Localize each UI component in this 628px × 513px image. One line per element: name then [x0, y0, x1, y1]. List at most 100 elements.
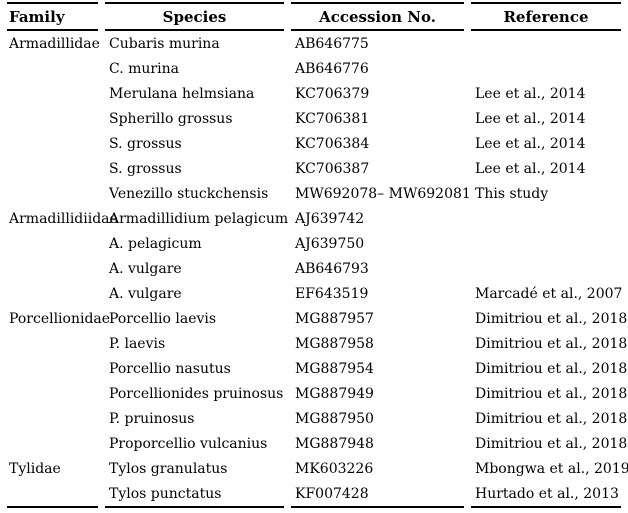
- cell-accession: MG887949: [295, 385, 374, 402]
- cell-accession: MK603226: [295, 460, 374, 477]
- cell-species: Porcellionides pruinosus: [109, 385, 284, 402]
- cell-species: A. vulgare: [109, 260, 182, 277]
- cell-species: Proporcellio vulcanius: [109, 435, 268, 452]
- table-row: Porcellionidae Porcellio laevis MG887957…: [7, 306, 628, 331]
- cell-species: Spherillo grossus: [109, 110, 233, 127]
- cell-reference: [471, 31, 621, 56]
- cell-family: [7, 281, 98, 306]
- cell-reference: Dimitriou et al., 2018: [475, 335, 628, 352]
- cell-accession: MG887950: [295, 410, 374, 427]
- cell-species: Porcellio laevis: [109, 310, 217, 327]
- table-row: Proporcellio vulcanius MG887948 Dimitrio…: [7, 431, 628, 456]
- column-header-accession: Accession No.: [291, 2, 464, 31]
- cell-accession: AB646793: [295, 260, 369, 277]
- cell-accession: KC706387: [295, 160, 370, 177]
- cell-reference: Hurtado et al., 2013: [471, 481, 621, 508]
- cell-family: [7, 381, 98, 406]
- cell-species: P. laevis: [109, 335, 166, 352]
- cell-reference: Dimitriou et al., 2018: [475, 410, 628, 427]
- cell-accession: AJ639742: [295, 210, 365, 227]
- table-row: Tylidae Tylos granulatus MK603226 Mbongw…: [7, 456, 628, 481]
- table-row: Venezillo stuckchensis MW692078– MW69208…: [7, 181, 621, 206]
- cell-species: Merulana helmsiana: [109, 85, 255, 102]
- cell-family: Tylidae: [9, 460, 61, 477]
- cell-accession: AB646776: [295, 60, 369, 77]
- cell-accession: EF643519: [295, 285, 369, 302]
- cell-accession: MG887954: [295, 360, 374, 377]
- cell-reference: Lee et al., 2014: [475, 160, 586, 177]
- cell-species: A. pelagicum: [109, 235, 202, 252]
- table-row: Armadillidae Cubaris murina AB646775: [7, 31, 621, 56]
- cell-accession: AJ639750: [295, 235, 365, 252]
- table-row: P. pruinosus MG887950 Dimitriou et al., …: [7, 406, 628, 431]
- cell-reference: This study: [475, 185, 549, 202]
- cell-family: [7, 406, 98, 431]
- column-header-species: Species: [105, 2, 284, 31]
- column-header-reference: Reference: [471, 2, 621, 31]
- table-row: Porcellio nasutus MG887954 Dimitriou et …: [7, 356, 627, 381]
- cell-species: Venezillo stuckchensis: [109, 185, 269, 202]
- table-row: S. grossus KC706387 Lee et al., 2014: [7, 156, 621, 181]
- table-row: A. pelagicum AJ639750: [7, 231, 621, 256]
- cell-accession: KC706384: [295, 135, 370, 152]
- cell-accession: MG887958: [295, 335, 374, 352]
- cell-reference: [471, 256, 621, 281]
- cell-family: [7, 156, 98, 181]
- cell-species: Porcellio nasutus: [109, 360, 231, 377]
- cell-family: [7, 131, 98, 156]
- cell-species: Tylos granulatus: [109, 460, 228, 477]
- table-row: Merulana helmsiana KC706379 Lee et al., …: [7, 81, 621, 106]
- cell-accession: MG887957: [295, 310, 374, 327]
- cell-species: C. murina: [109, 60, 179, 77]
- cell-accession: AB646775: [295, 35, 369, 52]
- cell-family: [7, 81, 98, 106]
- cell-reference: Dimitriou et al., 2018: [475, 435, 628, 452]
- table-row: C. murina AB646776: [7, 56, 621, 81]
- cell-reference: Mbongwa et al., 2019: [475, 460, 628, 477]
- cell-accession: MW692078– MW692081: [295, 185, 471, 202]
- cell-reference: Marcadé et al., 2007: [475, 285, 623, 302]
- table-row: A. vulgare AB646793: [7, 256, 621, 281]
- column-header-family: Family: [7, 2, 98, 31]
- cell-family: [7, 231, 98, 256]
- cell-family: [7, 331, 98, 356]
- cell-reference: Lee et al., 2014: [475, 85, 586, 102]
- cell-accession: KC706379: [295, 85, 370, 102]
- cell-accession: MG887948: [295, 435, 374, 452]
- cell-reference: [471, 206, 621, 231]
- header-row: Family Species Accession No. Reference: [7, 2, 621, 31]
- cell-family: [7, 181, 98, 206]
- table-row: Armadillidiidae Armadillidium pelagicum …: [7, 206, 621, 231]
- cell-family: [7, 256, 98, 281]
- cell-family: [7, 356, 98, 381]
- cell-reference: [471, 56, 621, 81]
- cell-species: Armadillidium pelagicum: [109, 210, 289, 227]
- table-row: A. vulgare EF643519 Marcadé et al., 2007: [7, 281, 623, 306]
- cell-species: P. pruinosus: [109, 410, 195, 427]
- cell-family: [7, 431, 98, 456]
- cell-species: S. grossus: [109, 135, 182, 152]
- cell-family: Armadillidae: [9, 35, 100, 52]
- table-row: Spherillo grossus KC706381 Lee et al., 2…: [7, 106, 621, 131]
- cell-species: S. grossus: [109, 160, 182, 177]
- cell-reference: Dimitriou et al., 2018: [475, 310, 628, 327]
- cell-accession: KC706381: [295, 110, 370, 127]
- cell-reference: Lee et al., 2014: [475, 110, 586, 127]
- table-row: Porcellionides pruinosus MG887949 Dimitr…: [7, 381, 628, 406]
- cell-species: A. vulgare: [109, 285, 182, 302]
- cell-species: Tylos punctatus: [105, 481, 284, 508]
- table-row: P. laevis MG887958 Dimitriou et al., 201…: [7, 331, 628, 356]
- cell-reference: [471, 231, 621, 256]
- cell-family: Armadillidiidae: [9, 210, 118, 227]
- cell-family: [7, 481, 98, 508]
- cell-reference: Lee et al., 2014: [475, 135, 586, 152]
- cell-accession: KF007428: [291, 481, 464, 508]
- cell-reference: Dimitriou et al., 2018: [475, 385, 628, 402]
- cell-species: Cubaris murina: [109, 35, 220, 52]
- table-row: S. grossus KC706384 Lee et al., 2014: [7, 131, 621, 156]
- cell-family: [7, 106, 98, 131]
- cell-family: [7, 56, 98, 81]
- cell-family: Porcellionidae: [9, 310, 111, 327]
- table-row: Tylos punctatus KF007428 Hurtado et al.,…: [7, 481, 621, 508]
